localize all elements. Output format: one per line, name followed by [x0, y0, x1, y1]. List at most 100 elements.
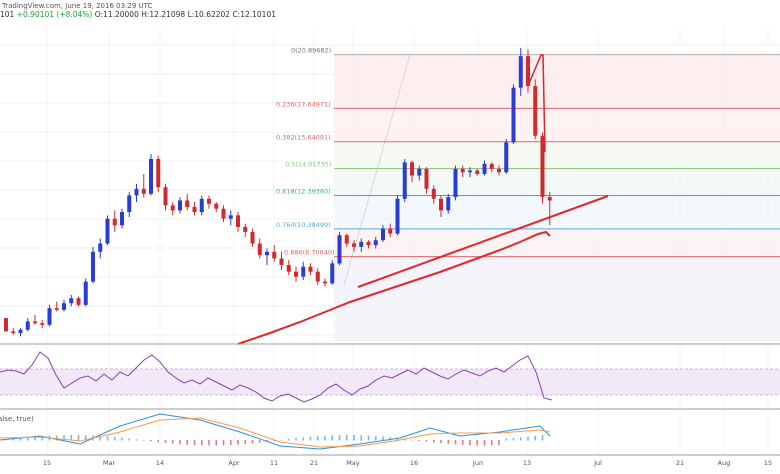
candle-body: [330, 263, 335, 284]
macd-histogram-bar: [454, 440, 457, 445]
macd-histogram-bar: [432, 440, 435, 443]
candle-body: [504, 142, 509, 173]
candle-body: [112, 218, 117, 226]
candle-body: [388, 228, 393, 234]
macd-histogram-bar: [403, 438, 406, 441]
candle-body: [40, 323, 45, 325]
candle-body: [533, 86, 538, 136]
candle-body: [192, 207, 197, 213]
macd-histogram-bar: [440, 440, 442, 444]
macd-histogram-bar: [345, 435, 348, 441]
candle-body: [439, 198, 443, 211]
fib-level-label: 0.618(12.39380): [276, 188, 331, 196]
macd-histogram-bar: [12, 439, 15, 441]
x-axis-tick-label: 16: [410, 459, 418, 467]
macd-histogram-bar: [150, 440, 152, 442]
symbol-readout: 101: [0, 10, 15, 19]
candle-body: [76, 298, 81, 305]
x-axis-tick-label: May: [346, 459, 360, 467]
macd-histogram-bar: [425, 440, 428, 442]
macd-histogram-bar: [411, 439, 413, 441]
moving-average-line: [237, 230, 551, 345]
candle-body: [279, 258, 284, 266]
macd-histogram-bar: [418, 440, 421, 441]
candle-body: [243, 226, 248, 232]
fib-band: [334, 228, 780, 257]
macd-histogram-bar: [208, 440, 210, 446]
chart-header: 101 +0.90101 (+8.04%) O:11.20000 H:12.21…: [0, 10, 276, 19]
macd-histogram-bar: [367, 435, 370, 441]
candle-body: [482, 163, 487, 174]
macd-histogram-bar: [273, 440, 276, 442]
candle-body: [323, 281, 327, 284]
candle-body: [410, 162, 414, 176]
candle-body: [170, 205, 175, 211]
candle-body: [127, 195, 132, 213]
macd-histogram-bar: [519, 437, 522, 441]
fib-band: [334, 195, 780, 229]
macd-histogram-bar: [309, 436, 312, 441]
candle-body: [446, 197, 451, 211]
macd-histogram-bar: [121, 437, 123, 441]
macd-histogram-bar: [505, 438, 508, 441]
macd-histogram-bar: [295, 438, 297, 441]
macd-histogram-bar: [280, 439, 283, 441]
macd-line: [0, 413, 551, 450]
macd-histogram-bar: [331, 435, 334, 441]
macd-histogram-bar: [237, 440, 239, 445]
candle-body: [468, 170, 472, 173]
fib-band: [334, 54, 780, 109]
price-change: +0.90101 (+8.04%): [16, 10, 93, 19]
candle-body: [344, 235, 349, 244]
macd-histogram-bar: [193, 440, 196, 446]
candle-body: [257, 243, 262, 256]
ohlc-readout: O:11.20000 H:12.21098 L:10.62202 C:12.10…: [94, 10, 276, 19]
macd-histogram-bar: [316, 436, 319, 441]
x-axis-tick-label: 13: [523, 459, 531, 467]
macd-label: alse, true): [0, 415, 34, 423]
candle-body: [250, 231, 255, 244]
candle-body: [4, 318, 8, 332]
candle-body: [69, 298, 74, 304]
macd-histogram-bar: [374, 436, 377, 441]
candle-body: [547, 197, 552, 201]
macd-histogram-bar: [302, 437, 305, 441]
macd-histogram-bar: [41, 436, 44, 441]
candle-body: [149, 158, 153, 194]
candle-body: [294, 271, 298, 277]
candle-body: [497, 168, 501, 173]
macd-histogram-bar: [99, 435, 102, 441]
candle-body: [417, 168, 422, 176]
fib-level-label: 0(20.89682): [291, 47, 331, 55]
fib-level-label: 0.236(17.64971): [276, 100, 331, 108]
candle-body: [402, 162, 407, 199]
macd-histogram-bar: [200, 440, 203, 446]
macd-histogram-bar: [512, 437, 515, 441]
candle-body: [105, 218, 110, 244]
macd-histogram-bar: [389, 437, 392, 441]
candle-body: [54, 308, 59, 310]
macd-histogram-bar: [258, 440, 261, 443]
candle-body: [265, 251, 269, 256]
macd-histogram-bar: [498, 440, 500, 446]
fib-level-label: 0.382(15.64091): [276, 134, 331, 142]
candle-body: [185, 200, 190, 208]
macd-histogram-bar: [34, 436, 36, 441]
macd-histogram-bar: [113, 437, 116, 441]
x-axis-tick-label: Mar: [103, 459, 116, 467]
candle-body: [33, 321, 37, 324]
macd-histogram-bar: [527, 436, 529, 441]
candle-body: [120, 212, 124, 226]
macd-histogram-bar: [469, 440, 471, 446]
macd-histogram-bar: [461, 440, 464, 445]
macd-histogram-bar: [164, 440, 167, 444]
fib-level-label: 0.764(10.38499): [276, 221, 331, 229]
candle-body: [315, 271, 320, 282]
candle-body: [352, 243, 356, 247]
candle-body: [518, 56, 523, 88]
fib-band: [334, 141, 780, 169]
candle-body: [540, 135, 545, 198]
macd-histogram-bar: [179, 440, 181, 445]
